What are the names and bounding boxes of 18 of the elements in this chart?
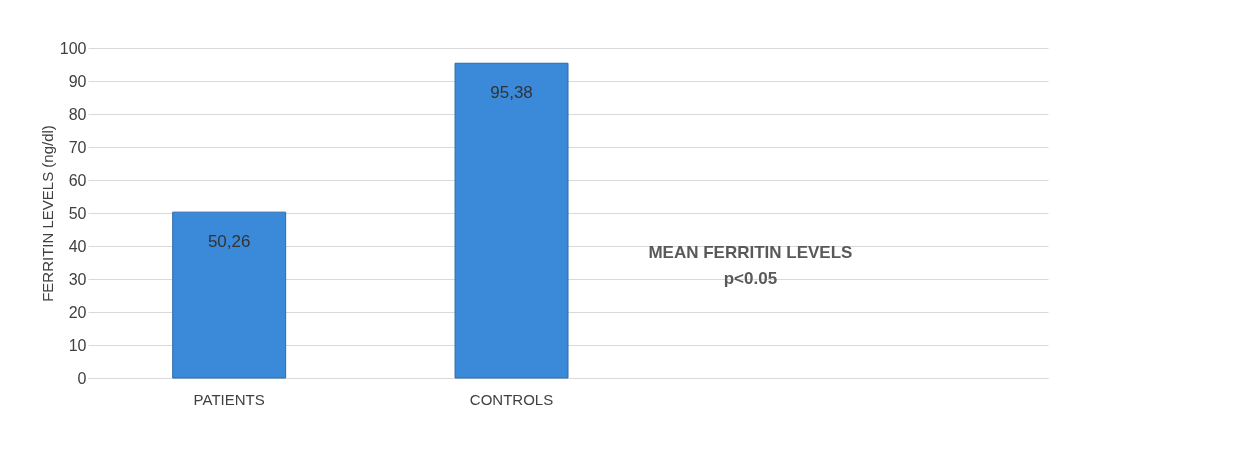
y-tick-label: 0: [77, 369, 87, 387]
y-tick-label: 100: [59, 39, 87, 57]
text: p<0.05: [723, 268, 778, 288]
y-tick-label: 80: [68, 105, 87, 123]
y-tick-label: 60: [68, 171, 87, 189]
y-tick-label: 10: [68, 336, 87, 354]
x-tick-label: PATIENTS: [193, 390, 265, 408]
data-label: 95,38: [490, 83, 533, 103]
y-tick-label: 50: [68, 204, 87, 222]
y-axis-title: FERRITIN LEVELS (ng/dl): [38, 125, 56, 302]
y-tick-label: 70: [68, 138, 87, 156]
data-label: 50,26: [207, 232, 251, 252]
y-tick-label: 20: [68, 303, 87, 321]
y-tick-label: 30: [68, 270, 87, 288]
x-tick-label: CONTROLS: [469, 390, 554, 408]
y-tick-label: 90: [68, 72, 87, 90]
annotation: MEAN FERRITIN LEVELS: [648, 242, 853, 262]
y-tick-label: 40: [68, 237, 87, 255]
